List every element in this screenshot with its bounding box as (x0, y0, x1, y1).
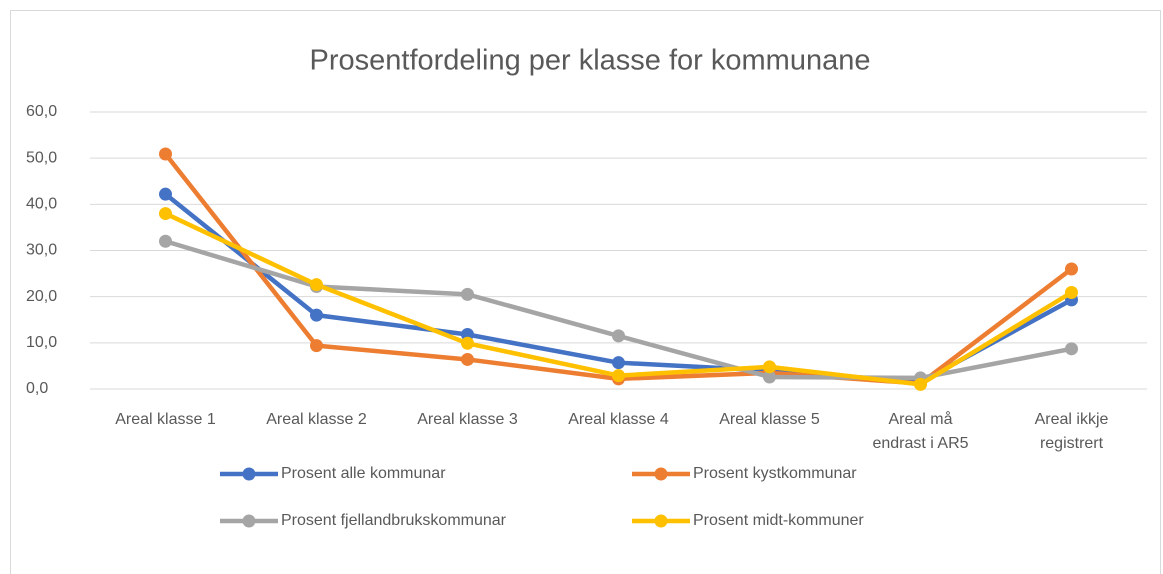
legend-marker (242, 514, 256, 528)
y-tick-label: 0,0 (26, 380, 48, 397)
data-point (763, 360, 776, 374)
chart-title: Prosentfordeling per klasse for kommunan… (310, 45, 871, 77)
data-point (1065, 342, 1078, 356)
x-tick-label: Areal ikkje registrert (1034, 411, 1109, 452)
x-tick-label: Areal klasse 4 (568, 411, 669, 428)
data-point (1065, 286, 1078, 300)
x-tick-label: Areal klasse 1 (115, 411, 216, 428)
legend-label: Prosent fjellandbrukskommunar (281, 512, 507, 529)
x-tick-label: Areal klasse 3 (417, 411, 518, 428)
data-point (461, 287, 474, 301)
data-point (461, 336, 474, 350)
y-tick-label: 30,0 (26, 242, 57, 259)
legend-marker (242, 467, 256, 481)
data-point (612, 356, 625, 370)
data-point (310, 308, 323, 322)
data-point (159, 187, 172, 201)
legend-label: Prosent alle kommunar (281, 465, 446, 482)
legend-label: Prosent kystkommunar (693, 465, 857, 482)
y-tick-label: 60,0 (26, 103, 57, 120)
y-tick-label: 40,0 (26, 196, 57, 213)
data-point (310, 278, 323, 292)
data-point (310, 339, 323, 353)
series-line (163, 152, 1073, 386)
data-point (159, 207, 172, 221)
series-line (164, 192, 1073, 385)
legend-marker (654, 467, 668, 481)
data-point (461, 352, 474, 366)
data-point (159, 234, 172, 248)
x-tick-label: Areal må endrast i AR5 (872, 411, 969, 452)
x-tick-label: Areal klasse 5 (719, 411, 820, 428)
data-point (612, 329, 625, 343)
y-tick-label: 20,0 (26, 288, 57, 305)
chart-border (10, 10, 1161, 574)
y-tick-label: 50,0 (26, 149, 57, 166)
legend-marker (654, 514, 668, 528)
legend-label: Prosent midt-kommuner (693, 512, 864, 529)
y-tick-label: 10,0 (26, 334, 57, 351)
data-point (763, 370, 776, 384)
data-point (914, 377, 927, 391)
data-point (159, 147, 172, 161)
data-point (612, 369, 625, 383)
x-tick-label: Areal klasse 2 (266, 411, 367, 428)
data-point (1065, 262, 1078, 276)
